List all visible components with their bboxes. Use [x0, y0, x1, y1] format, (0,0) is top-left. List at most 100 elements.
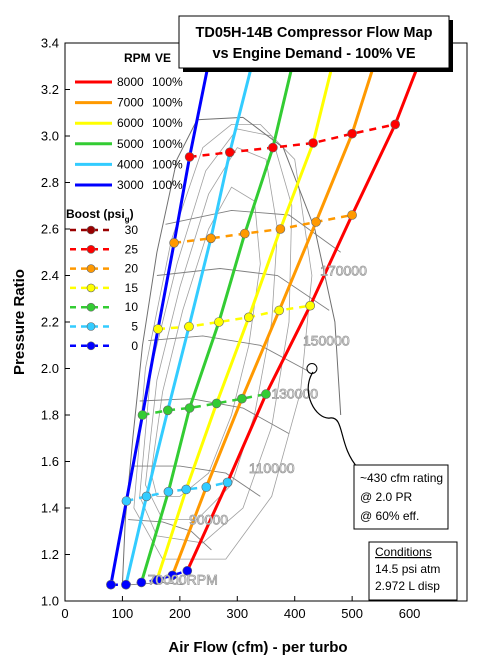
- demand-point-20psi-7000: [311, 217, 321, 227]
- legend-rpm-value-7000: 7000: [117, 96, 144, 110]
- rpm-line-6000: [155, 43, 340, 581]
- legend-boost-marker-10: [86, 302, 96, 312]
- demand-point-0psi-6000: [152, 575, 162, 585]
- demand-point-5psi-5000: [163, 486, 174, 497]
- demand-point-15psi-7000: [274, 305, 285, 316]
- demand-point-15psi-4000: [184, 321, 194, 332]
- conditions-frame: [368, 541, 458, 601]
- legend-boost-marker-25: [86, 245, 96, 254]
- annotation-line-1: ~430 cfm rating: [360, 471, 443, 485]
- y-tick-label: 3.2: [41, 82, 59, 97]
- legend-ve-value-7000: 100%: [152, 96, 183, 110]
- speed-label: 150000: [303, 332, 350, 348]
- choke-line: [242, 117, 342, 416]
- y-tick-label: 1.6: [41, 454, 59, 469]
- demand-point-20psi-6000: [275, 224, 286, 234]
- legend-rpm-value-8000: 8000: [117, 75, 144, 89]
- annotation-line-2: @ 2.0 PR: [360, 490, 413, 504]
- conditions-line-2: 2.972 L disp: [375, 579, 440, 593]
- legend-ve-value-8000: 100%: [152, 75, 183, 89]
- y-tick-label: 2.4: [41, 268, 59, 283]
- x-axis-label: Air Flow (cfm) - per turbo: [168, 639, 347, 656]
- demand-point-10psi-7000: [237, 393, 247, 404]
- x-tick-label: 400: [284, 606, 306, 621]
- demand-point-15psi-6000: [244, 312, 254, 323]
- legend-boost-value-30: 30: [125, 223, 139, 237]
- y-tick-label: 3.4: [41, 36, 59, 51]
- y-tick-label: 1.4: [41, 501, 59, 516]
- demand-point-0psi-8000: [182, 565, 193, 576]
- annotation-leader: [307, 371, 359, 469]
- boost-line-20psi: [173, 213, 353, 245]
- boost-line-25psi: [189, 123, 396, 159]
- boost-legend: Boost (psig) 30 25 20 15 10 5 0: [66, 207, 138, 353]
- x-tick-label: 600: [399, 606, 421, 621]
- rpm-line-4000: [124, 43, 259, 586]
- axes-group: 0 100 200 300 400 500 6001.01.21.41.61.82.02.2…: [41, 36, 421, 622]
- conditions-box: Conditions 14.5 psi atm 2.972 L disp: [368, 541, 458, 601]
- legend-ve-value-6000: 100%: [152, 116, 183, 130]
- demand-point-20psi-5000: [240, 228, 250, 239]
- demand-point-20psi-3000: [169, 238, 179, 248]
- y-tick-label: 2.0: [41, 361, 59, 376]
- y-tick-label: 2.6: [41, 222, 59, 237]
- demand-point-25psi-5000: [268, 142, 278, 153]
- efficiency-island: [150, 186, 261, 497]
- chart-subtitle: vs Engine Demand - 100% VE: [212, 46, 415, 62]
- demand-point-0psi-3000: [106, 579, 116, 590]
- y-tick-label: 1.2: [41, 547, 59, 562]
- demand-point-10psi-4000: [163, 405, 173, 416]
- y-tick-label: 1.0: [41, 594, 59, 609]
- legend-ve-header: VE: [155, 51, 171, 65]
- legend-boost-marker-30: [86, 225, 96, 235]
- legend-boost-marker-15: [86, 283, 96, 293]
- demand-point-15psi-8000: [305, 300, 316, 311]
- legend-boost-value-10: 10: [125, 300, 139, 314]
- map-speed-labels: 70000RPM 90000 110000 130000 150000 170000: [147, 262, 367, 588]
- speed-line: [148, 335, 313, 374]
- legend-rpm-value-3000: 3000: [117, 178, 144, 192]
- demand-point-25psi-8000: [390, 119, 401, 130]
- title-box-frame: [178, 15, 450, 69]
- demand-point-5psi-4000: [141, 491, 152, 502]
- speed-line: [133, 465, 261, 497]
- speed-label: 170000: [320, 263, 367, 279]
- legend-boost-value-20: 20: [125, 262, 139, 276]
- x-tick-label: 100: [112, 606, 134, 621]
- y-axis-label: Pressure Ratio: [11, 269, 28, 375]
- demand-point-0psi-7000: [167, 570, 178, 581]
- annotation-line-3: @ 60% eff.: [360, 509, 419, 523]
- demand-point-5psi-7000: [201, 482, 212, 492]
- demand-point-0psi-4000: [121, 579, 131, 590]
- demand-point-20psi-8000: [347, 210, 357, 220]
- legend-boost-value-5: 5: [131, 320, 138, 334]
- legend-ve-value-5000: 100%: [152, 137, 183, 151]
- rpm-legend: RPM VE 8000 100% 7000 100% 6000 100% 5000 100% 4…: [75, 51, 183, 192]
- demand-point-25psi-6000: [308, 138, 318, 148]
- legend-rpm-value-5000: 5000: [117, 137, 144, 151]
- legend-boost-value-15: 15: [125, 281, 139, 295]
- demand-point-20psi-4000: [206, 233, 216, 244]
- speed-label: 90000: [189, 511, 228, 527]
- legend-rpm-header: RPM: [124, 51, 151, 65]
- legend-boost-marker-20: [86, 264, 96, 273]
- rating-point: [306, 363, 318, 374]
- x-tick-label: 200: [169, 606, 191, 621]
- speed-label: 70000RPM: [148, 572, 218, 588]
- speed-label: 130000: [271, 386, 318, 402]
- demand-point-5psi-3000: [121, 496, 132, 506]
- y-tick-label: 2.2: [41, 315, 59, 330]
- efficiency-island: [139, 128, 293, 544]
- x-tick-label: 0: [61, 606, 68, 621]
- demand-point-15psi-5000: [214, 317, 224, 327]
- speed-line: [165, 209, 341, 253]
- x-tick-label: 300: [226, 606, 248, 621]
- legend-rpm-value-4000: 4000: [117, 157, 144, 171]
- legend-boost-header: Boost (psig): [66, 207, 134, 224]
- chart-title: TD05H-14B Compressor Flow Map: [196, 25, 433, 41]
- speed-label: 110000: [249, 460, 295, 476]
- legend-ve-value-4000: 100%: [152, 157, 183, 171]
- demand-point-10psi-6000: [211, 398, 222, 409]
- speed-line: [156, 268, 330, 311]
